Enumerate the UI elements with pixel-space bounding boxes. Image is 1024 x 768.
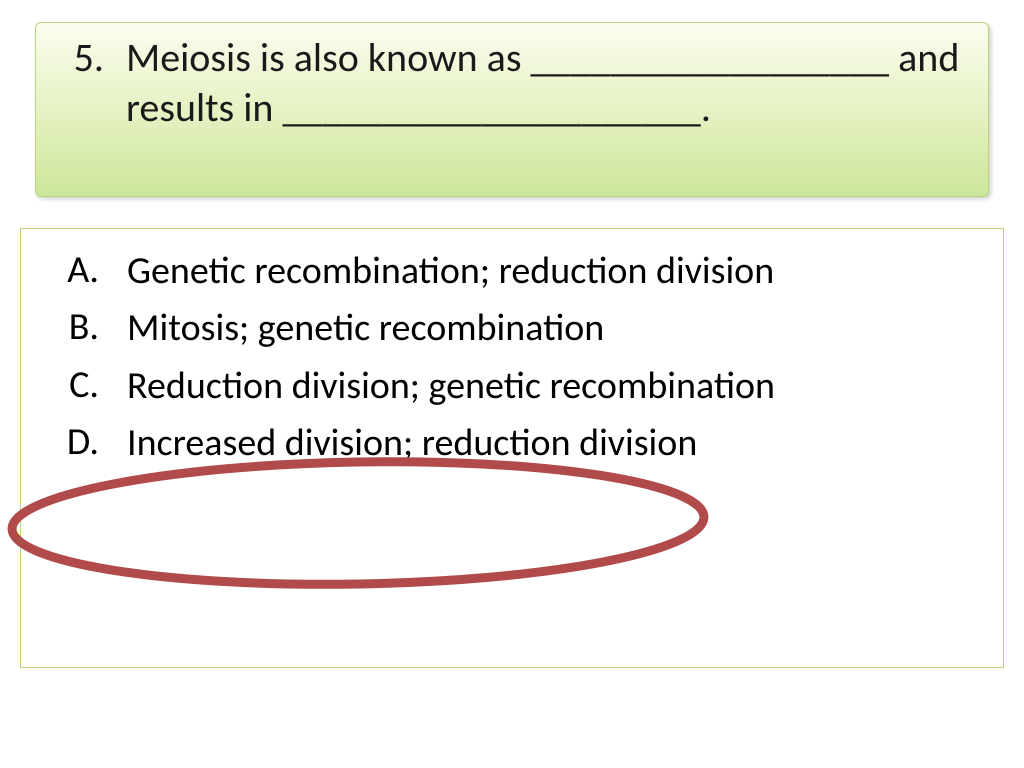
- answer-text: Genetic recombination; reduction divisio…: [127, 247, 983, 296]
- question-number: 5.: [56, 33, 126, 82]
- answer-text: Increased division; reduction division: [127, 419, 983, 468]
- answer-text: Mitosis; genetic recombination: [127, 304, 983, 353]
- answers-box: A. Genetic recombination; reduction divi…: [20, 228, 1004, 668]
- answer-letter: C.: [41, 362, 127, 408]
- question-text: Meiosis is also known as _______________…: [126, 33, 968, 133]
- answer-row: C. Reduction division; genetic recombina…: [41, 362, 983, 411]
- answer-row: A. Genetic recombination; reduction divi…: [41, 247, 983, 296]
- answer-letter: D.: [41, 419, 127, 465]
- answer-row: D. Increased division; reduction divisio…: [41, 419, 983, 468]
- question-box: 5. Meiosis is also known as ____________…: [35, 22, 989, 197]
- answer-text: Reduction division; genetic recombinatio…: [127, 362, 983, 411]
- answer-letter: B.: [41, 304, 127, 350]
- question-row: 5. Meiosis is also known as ____________…: [56, 33, 968, 133]
- answer-row: B. Mitosis; genetic recombination: [41, 304, 983, 353]
- answer-letter: A.: [41, 247, 127, 293]
